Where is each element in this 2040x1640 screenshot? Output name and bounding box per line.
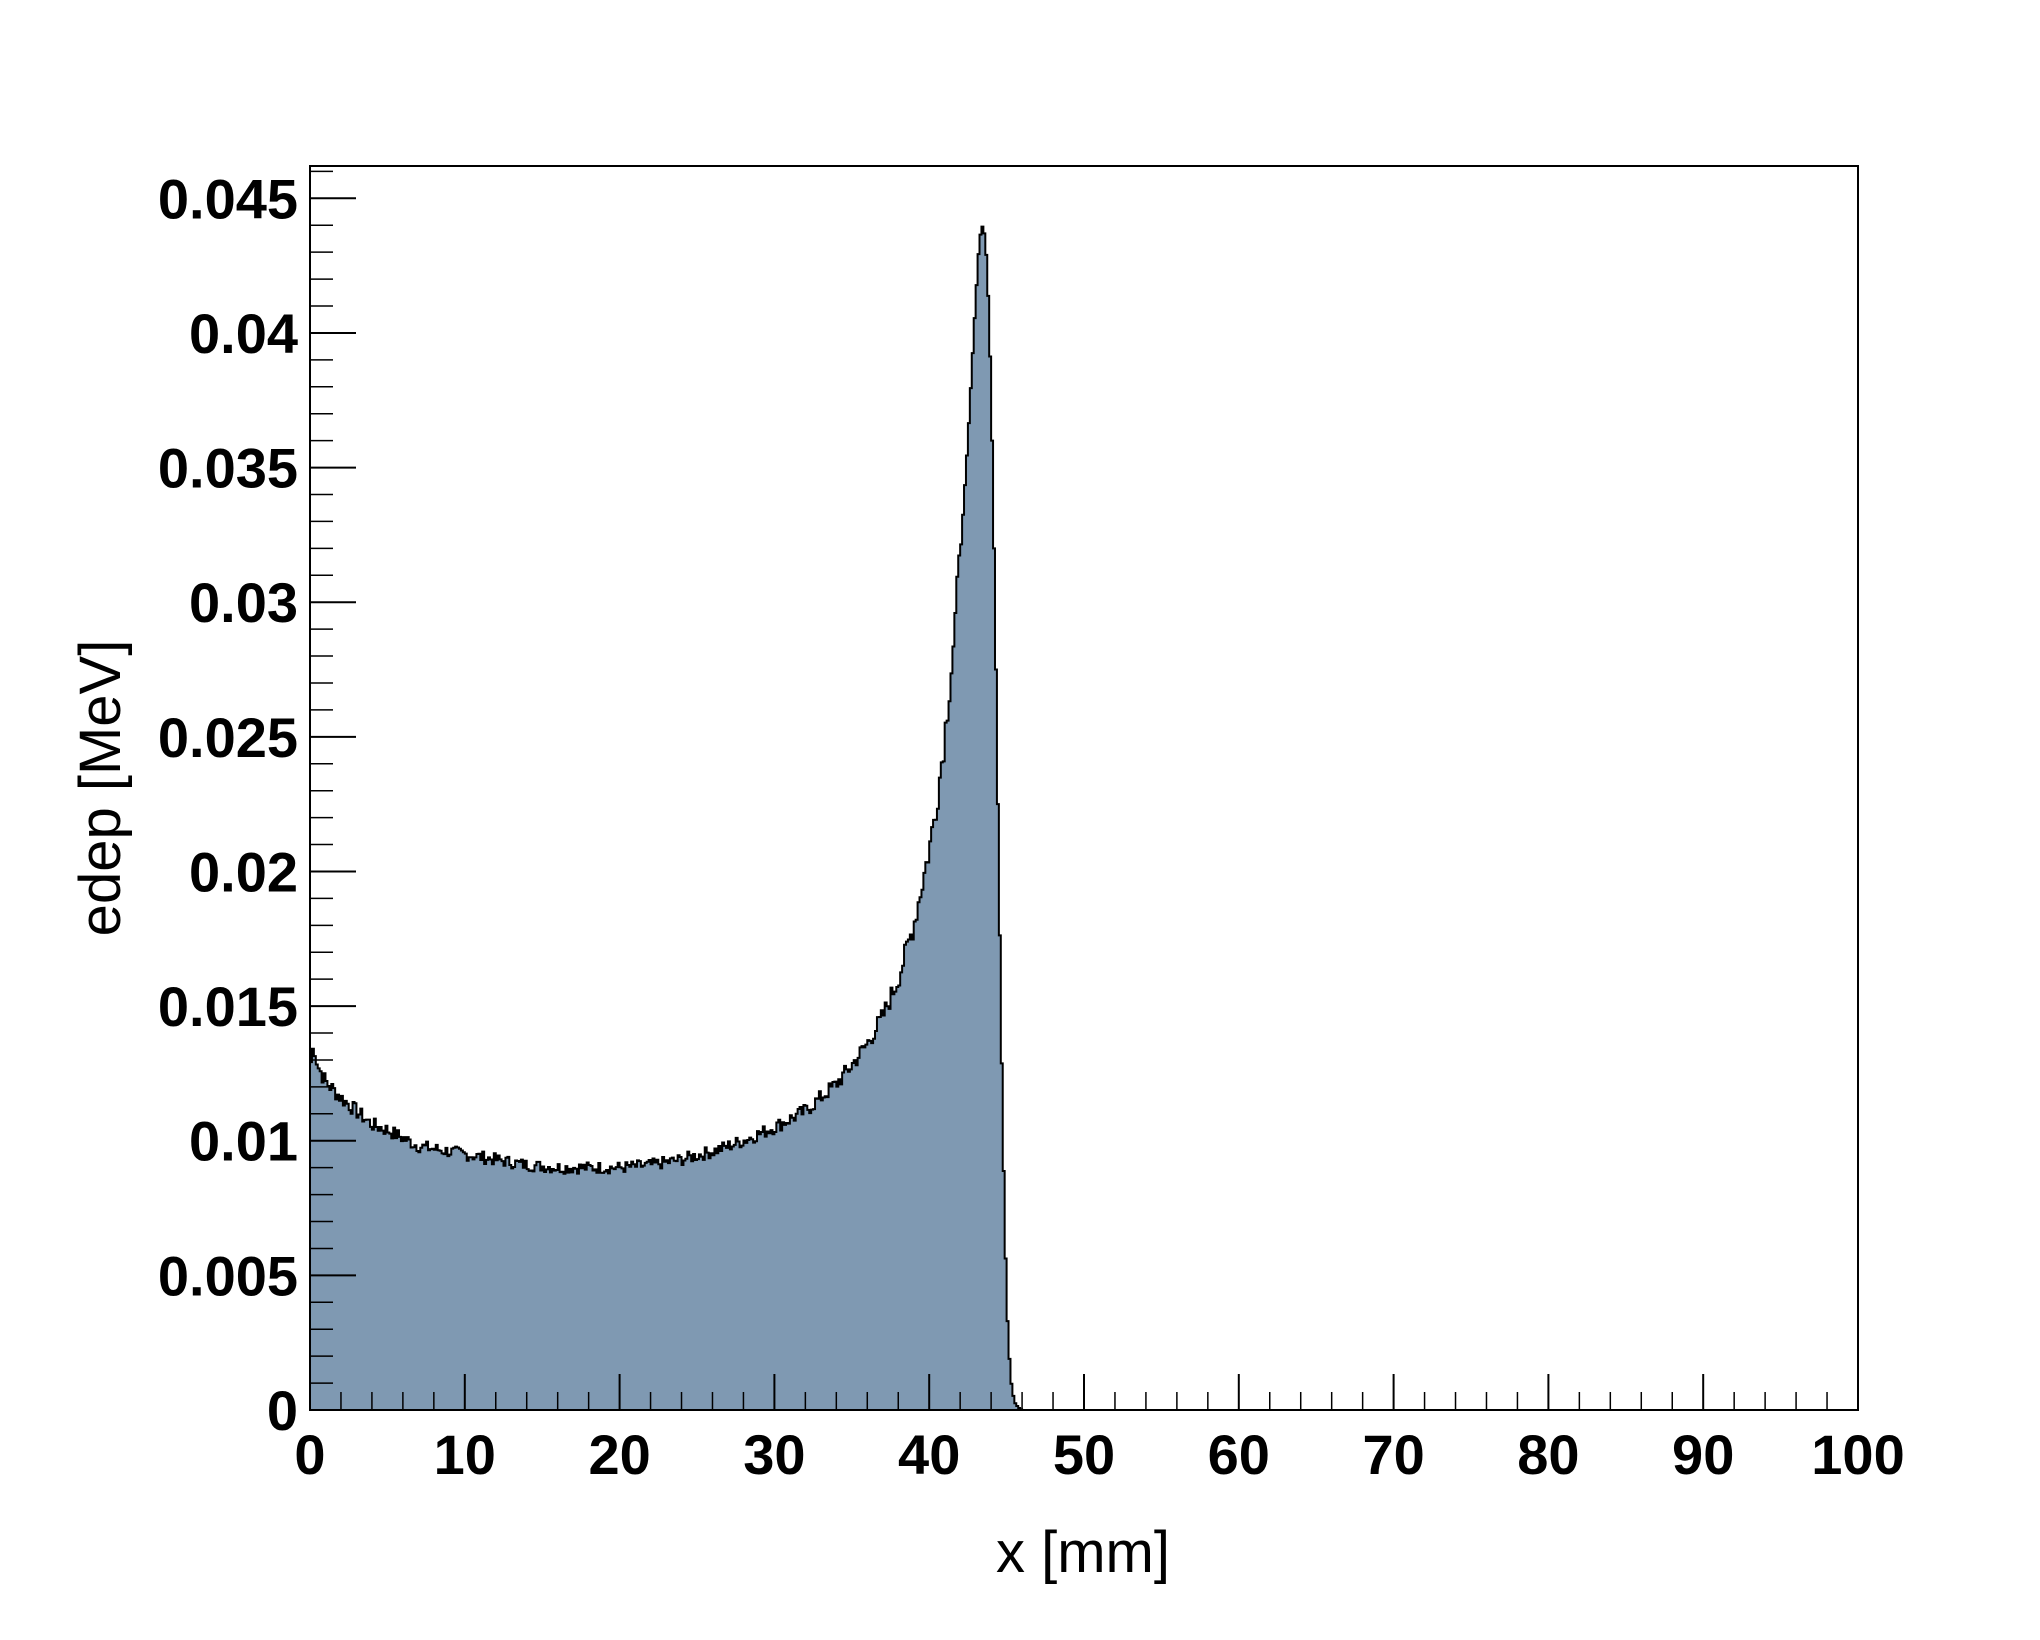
x-tick-label: 40 — [898, 1423, 960, 1486]
x-axis: 0 10 20 30 40 50 60 70 80 90 100 — [294, 1374, 1905, 1486]
y-tick-label: 0.015 — [158, 975, 298, 1038]
x-tick-label: 20 — [588, 1423, 650, 1486]
y-tick-label: 0.01 — [189, 1110, 298, 1173]
x-axis-title: x [mm] — [996, 1520, 1170, 1585]
histogram-fill-area — [310, 226, 1858, 1411]
y-tick-label: 0 — [267, 1379, 298, 1442]
x-tick-label: 60 — [1208, 1423, 1270, 1486]
y-tick-label: 0.035 — [158, 437, 298, 500]
x-tick-label: 70 — [1362, 1423, 1424, 1486]
y-tick-label: 0.03 — [189, 571, 298, 634]
y-tick-label: 0.005 — [158, 1244, 298, 1307]
x-tick-label: 50 — [1053, 1423, 1115, 1486]
y-tick-label: 0.04 — [189, 302, 298, 365]
y-axis: 0 0.005 0.01 0.015 0.02 0.025 0.03 0.035 0.04 0.0… — [158, 167, 356, 1442]
x-tick-label: 30 — [743, 1423, 805, 1486]
y-tick-label: 0.02 — [189, 840, 298, 903]
x-tick-label: 100 — [1811, 1423, 1904, 1486]
x-tick-label: 0 — [294, 1423, 325, 1486]
y-tick-label: 0.045 — [158, 167, 298, 230]
y-tick-label: 0.025 — [158, 706, 298, 769]
y-axis-title: edep [MeV] — [68, 640, 133, 937]
x-tick-label: 90 — [1672, 1423, 1734, 1486]
x-tick-label: 80 — [1517, 1423, 1579, 1486]
x-tick-label: 10 — [434, 1423, 496, 1486]
